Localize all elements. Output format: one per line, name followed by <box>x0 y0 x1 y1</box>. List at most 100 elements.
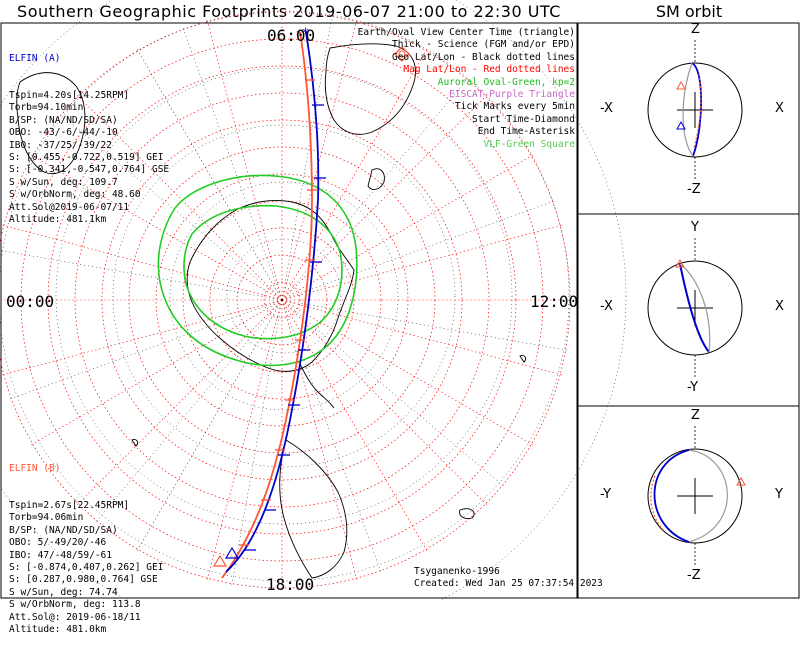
center-triangle-a <box>224 546 240 559</box>
mag-lon-line <box>136 48 283 301</box>
elfin_b-line: S w/OrbNorm, deg: 113.8 <box>9 599 141 611</box>
sm-axis-label-left: -X <box>600 101 613 116</box>
sm-triangle-b <box>675 258 685 268</box>
legend-item: End Time-Asterisk <box>477 126 575 138</box>
geo-lon-line <box>59 113 283 301</box>
elfin_b-line: B/SP: (NA/ND/SD/SA) <box>9 524 118 536</box>
time-label-bottom: 18:00 <box>266 575 315 594</box>
sm-triangle-a <box>676 120 686 130</box>
islands <box>131 355 527 519</box>
sm-axis-label-right: X <box>775 101 784 116</box>
elfin_a-line: S w/OrbNorm, deg: 48.60 <box>9 189 141 201</box>
new-zealand <box>367 168 385 190</box>
elfin_b-line: S: [0.287,0.980,0.764] GSE <box>9 574 158 586</box>
sm-triangle-b <box>736 476 746 486</box>
mag-lon-line <box>281 299 428 552</box>
legend-item: Geo Lat/Lon - Black dotted lines <box>391 51 575 63</box>
sm-orbit-a <box>653 449 690 543</box>
elfin_a-line: Altitude: 481.1km <box>9 214 107 226</box>
start-diamond-inner <box>398 50 406 58</box>
elfin-a-lines: Tspin=4.20s[14.25RPM] Torb=94.10min B/SP: … <box>9 90 169 226</box>
elfin_a-line: S: [0.455,-0.722,0.519] GEI <box>9 152 164 164</box>
geo-lat-circle <box>55 67 513 525</box>
track-tick-marks <box>239 79 326 551</box>
mag-lon-line <box>281 299 563 376</box>
south-america-coast <box>279 439 348 579</box>
sm-axis-label-right: X <box>775 299 784 314</box>
geo-lat-circle <box>0 10 570 582</box>
sm-axis-label-bottom: -Y <box>687 380 699 395</box>
mag-lat-circle <box>182 200 382 400</box>
elfin_a-line: Att.Sol@2019-06-07/11 <box>9 201 130 213</box>
geo-lat-circle <box>112 124 456 468</box>
sm-axis-label-bottom: -Z <box>687 568 701 583</box>
legend-item: Tick Marks every 5min <box>454 101 575 113</box>
sm-panel-3-frame <box>577 405 800 599</box>
mag-lon-line <box>281 19 358 301</box>
mag-lon-line <box>281 224 563 301</box>
sm-orbit-b-dash <box>693 73 702 149</box>
geo-lat-circle <box>0 0 627 600</box>
elfin_a-line: S: [-0.341,-0.547,0.764] GSE <box>9 164 170 176</box>
geo-lon-line <box>182 27 283 301</box>
elfin_b-line: IBO: 47/-48/59/-61 <box>9 549 112 561</box>
mag-lon-line <box>1 299 283 376</box>
mag-lon-line <box>281 299 358 581</box>
auroral-ovals <box>157 174 358 367</box>
legend-item: Start Time-Diamond <box>472 113 575 125</box>
mag-lon-line <box>1 224 283 301</box>
mag-lat-circle <box>263 281 301 319</box>
center-triangle-b <box>212 554 228 567</box>
legend: Earth/Oval View Center Time (triangle) Th… <box>358 27 575 151</box>
geo-lat-circle <box>226 238 342 354</box>
elfin_a-line: IBO: -37/25/-39/22 <box>9 139 112 151</box>
geo-lon-line <box>281 299 568 351</box>
sm-axis-label-left: -Y <box>600 487 612 502</box>
legend-item: VLF-Green Square <box>483 138 575 150</box>
africa-coast <box>16 72 86 175</box>
sm-orbit-b <box>679 263 711 353</box>
elfin_b-line: S: [-0.874,0.407,0.262] GEI <box>9 562 164 574</box>
mag-lat-circle <box>47 65 517 535</box>
mag-lat-circle <box>74 92 490 508</box>
geo-lon-line <box>281 299 505 487</box>
coastlines <box>16 43 527 579</box>
model-credit: Tsyganenko-1996 <box>414 566 500 577</box>
time-label-right: 12:00 <box>530 292 579 311</box>
elfin_b-line: Altitude: 481.0km <box>9 624 107 636</box>
end-asterisk-b: * <box>302 26 309 42</box>
mag-lon-line <box>30 154 283 301</box>
sm-orbit-a <box>679 263 710 353</box>
end-asterisk: * <box>296 28 303 44</box>
figure-canvas: * * <box>0 0 800 600</box>
mag-lon-line <box>281 48 428 301</box>
mag-lon-line <box>281 94 488 301</box>
auroral-oval-inner <box>183 204 343 340</box>
sm-axis-label-top: Z <box>691 22 700 37</box>
mag-lon-line <box>281 154 534 301</box>
elfin_a-line: S w/Sun, deg: 109.7 <box>9 176 118 188</box>
sm-panel-xz <box>647 40 743 180</box>
sm-orbit-b <box>682 62 694 157</box>
antarctic-peninsula <box>299 363 335 409</box>
auroral-oval-outer <box>157 174 358 367</box>
sm-triangle-b <box>676 80 686 90</box>
sm-axis-label-right: Y <box>775 487 783 502</box>
sm-panel-xy <box>647 238 743 378</box>
sm-axis-label-bottom: -Z <box>687 182 701 197</box>
sm-orbit-title: SM orbit <box>655 2 723 21</box>
legend-item: Mag Lat/Lon - Red dotted lines <box>403 64 575 76</box>
elfin-b-info: ELFIN (B) Tspin=2.67s[22.45RPM] Torb=94.0… <box>9 438 163 649</box>
geo-lon-line <box>281 200 555 301</box>
mag-lon-line <box>76 94 283 301</box>
plot-title: Southern Geographic Footprints 2019-06-0… <box>17 2 561 21</box>
sm-axis-label-left: -X <box>600 299 613 314</box>
elfin_b-line: S w/Sun, deg: 74.74 <box>9 586 118 598</box>
legend-item: Thick - Science (FGM and/or EPD) <box>391 39 575 51</box>
mag-lon-line <box>30 299 283 446</box>
sm-axis-label-top: Y <box>691 220 699 235</box>
elfin_a-line: Torb=94.10min <box>9 102 84 114</box>
antarctica-coast <box>186 199 355 372</box>
elfin-b-name: ELFIN (B) <box>9 462 61 474</box>
elfin_a-line: Tspin=4.20s[14.25RPM] <box>9 90 130 102</box>
